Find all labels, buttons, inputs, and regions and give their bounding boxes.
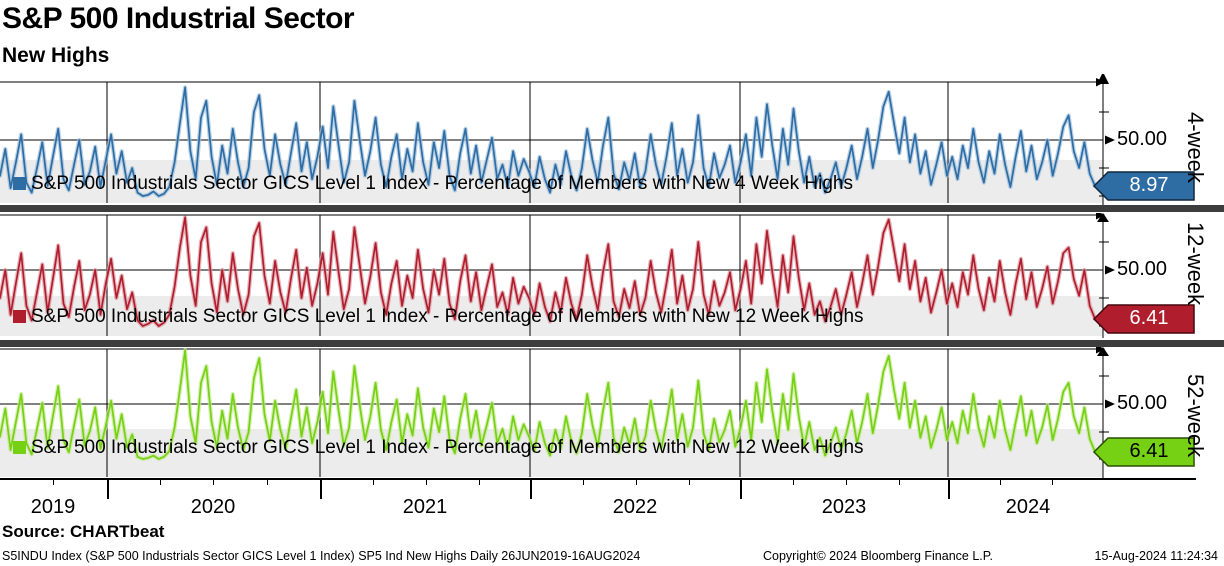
x-axis-minor-tick [846, 478, 847, 485]
legend-52-week: S&P 500 Industrials Sector GICS Level 1 … [13, 438, 864, 458]
panel-axis-title: 12-week [1183, 222, 1208, 306]
last-value-badge [1092, 304, 1195, 334]
x-tick-label-2024: 2024 [1005, 496, 1051, 518]
x-axis-major-tick [320, 478, 322, 499]
last-value-badge [1092, 437, 1195, 467]
x-axis-minor-tick [793, 478, 794, 485]
last-value-text: 6.41 [1129, 307, 1169, 329]
last-value-text: 8.97 [1129, 174, 1169, 196]
x-axis-minor-tick [636, 478, 637, 485]
legend-12-week: S&P 500 Industrials Sector GICS Level 1 … [13, 307, 864, 327]
panel-4-week-plot [0, 74, 1195, 205]
series-line-4-week [0, 86, 1096, 197]
legend-label: S&P 500 Industrials Sector GICS Level 1 … [31, 173, 853, 194]
panel-12-week-plot [0, 213, 1195, 338]
x-axis-major-tick [740, 478, 742, 499]
panel-axis-title: 52-week [1183, 374, 1208, 458]
x-tick-label-2023: 2023 [821, 496, 867, 518]
x-axis-minor-tick [1052, 478, 1053, 485]
x-tick-label-2021: 2021 [402, 496, 448, 518]
panel-52-week-plot [0, 347, 1195, 478]
x-axis-major-tick [530, 478, 532, 499]
x-tick-label-2022: 2022 [612, 496, 658, 518]
x-axis-minor-tick [899, 478, 900, 485]
x-tick-label-2020: 2020 [190, 496, 236, 518]
x-axis-minor-tick [479, 478, 480, 485]
legend-swatch-icon [13, 441, 26, 454]
axis-arrow-up [1097, 74, 1109, 84]
page-title: S&P 500 Industrial Sector [2, 2, 355, 35]
x-axis-minor-tick [373, 478, 374, 485]
legend-label: S&P 500 Industrials Sector GICS Level 1 … [31, 437, 864, 458]
x-axis-minor-tick [689, 478, 690, 485]
last-value-badge [1092, 171, 1195, 201]
legend-label: S&P 500 Industrials Sector GICS Level 1 … [31, 306, 864, 327]
x-axis-minor-tick [213, 478, 214, 485]
x-axis-minor-tick [1000, 478, 1001, 485]
x-axis-minor-tick [583, 478, 584, 485]
page-subtitle: New Highs [2, 44, 110, 67]
x-axis-line [0, 478, 1196, 480]
x-tick-label-2019: 2019 [30, 496, 76, 518]
series-line-52-week [0, 349, 1096, 460]
footer-security-info: S5INDU Index (S&P 500 Industrials Sector… [2, 549, 641, 563]
footer-timestamp: 15-Aug-2024 11:24:34 [1094, 549, 1218, 563]
legend-swatch-icon [13, 310, 26, 323]
ytick-label: 50.00 [1117, 392, 1168, 414]
ytick-label: 50.00 [1117, 258, 1168, 280]
x-axis-minor-tick [426, 478, 427, 485]
panel-axis-title: 4-week [1183, 112, 1208, 183]
legend-4-week: S&P 500 Industrials Sector GICS Level 1 … [13, 174, 853, 194]
source-line: Source: CHARTbeat [2, 522, 165, 541]
panel-separator [0, 205, 1224, 212]
legend-swatch-icon [13, 177, 26, 190]
panel-separator [0, 340, 1224, 347]
axis-arrow-up [1097, 213, 1109, 222]
x-axis-major-tick [107, 478, 109, 499]
x-axis-minor-tick [53, 478, 54, 485]
ytick-label: 50.00 [1117, 128, 1168, 150]
x-axis-minor-tick [267, 478, 268, 485]
last-value-text: 6.41 [1129, 440, 1169, 462]
axis-arrow-up [1097, 347, 1109, 356]
series-line-12-week [0, 216, 1096, 327]
x-axis-major-tick [948, 478, 950, 499]
footer-copyright: Copyright© 2024 Bloomberg Finance L.P. [763, 549, 993, 563]
x-axis-minor-tick [160, 478, 161, 485]
